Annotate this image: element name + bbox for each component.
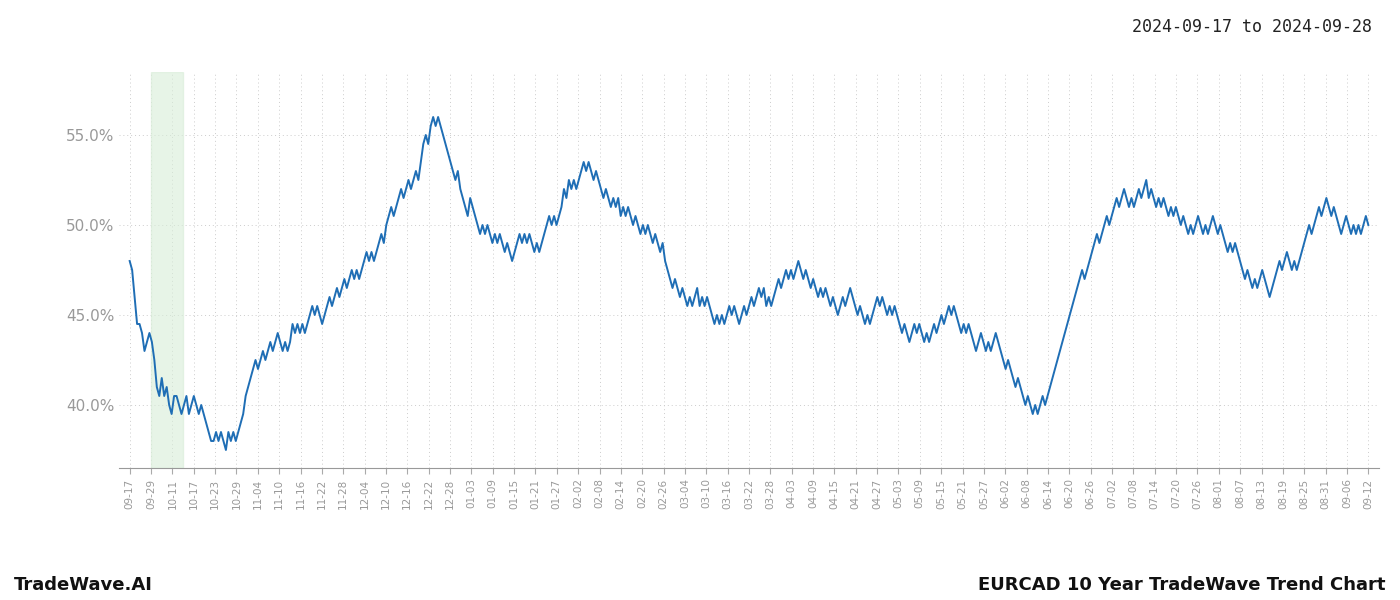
Bar [151,72,183,468]
Text: 2024-09-17 to 2024-09-28: 2024-09-17 to 2024-09-28 [1133,18,1372,36]
Text: EURCAD 10 Year TradeWave Trend Chart: EURCAD 10 Year TradeWave Trend Chart [979,576,1386,594]
Text: TradeWave.AI: TradeWave.AI [14,576,153,594]
